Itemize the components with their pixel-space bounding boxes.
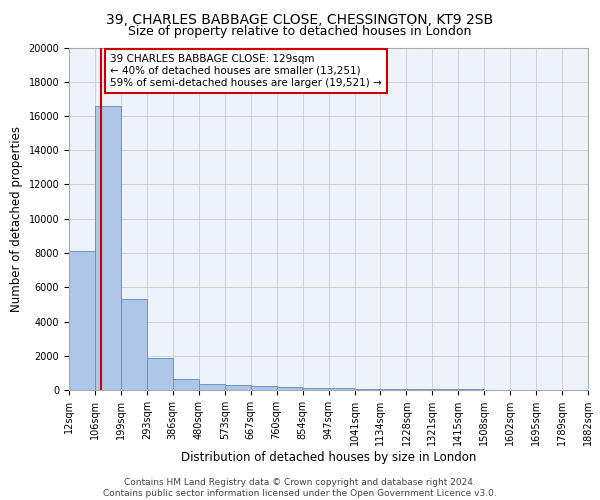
Bar xyxy=(355,388,380,390)
Bar xyxy=(224,386,251,390)
Bar xyxy=(95,106,121,390)
Y-axis label: Number of detached properties: Number of detached properties xyxy=(10,126,23,312)
Bar xyxy=(173,379,199,390)
Text: 39 CHARLES BABBAGE CLOSE: 129sqm
← 40% of detached houses are smaller (13,251)
5: 39 CHARLES BABBAGE CLOSE: 129sqm ← 40% o… xyxy=(110,54,382,88)
Bar xyxy=(121,299,147,390)
Bar xyxy=(251,386,277,390)
Bar xyxy=(380,389,406,390)
Bar xyxy=(406,389,432,390)
X-axis label: Distribution of detached houses by size in London: Distribution of detached houses by size … xyxy=(181,451,476,464)
Bar xyxy=(199,384,224,390)
Bar xyxy=(432,389,458,390)
Bar xyxy=(329,388,355,390)
Bar xyxy=(147,358,173,390)
Text: 39, CHARLES BABBAGE CLOSE, CHESSINGTON, KT9 2SB: 39, CHARLES BABBAGE CLOSE, CHESSINGTON, … xyxy=(106,12,494,26)
Text: Size of property relative to detached houses in London: Size of property relative to detached ho… xyxy=(128,25,472,38)
Bar xyxy=(69,252,95,390)
Bar xyxy=(302,388,329,390)
Bar xyxy=(277,387,302,390)
Text: Contains HM Land Registry data © Crown copyright and database right 2024.
Contai: Contains HM Land Registry data © Crown c… xyxy=(103,478,497,498)
